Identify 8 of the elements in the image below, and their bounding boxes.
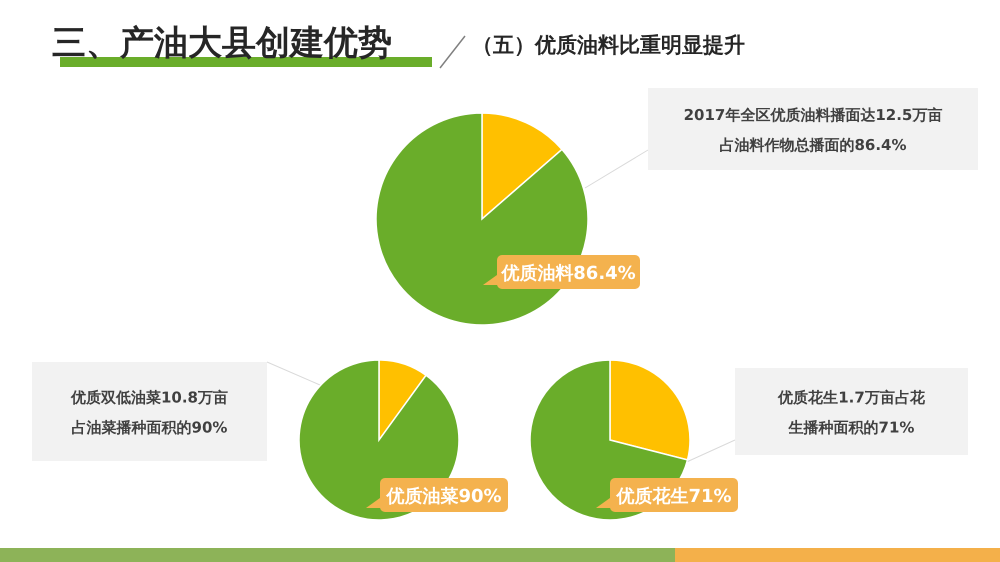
text: 优质双低油菜10.8万亩占油菜播种面积的90% [70,388,228,436]
text: 优质花生1.7万亩占花生播种面积的71% [777,388,926,436]
slice-label: 优质油料86.4% [500,263,636,284]
slice-label: 优质油菜90% [385,486,502,507]
chart-title: 三、产油大县创建优势 [52,23,392,63]
chart-subtitle: （五）优质油料比重明显提升 [472,33,745,57]
slice-label: 优质花生71% [615,486,732,507]
text: 2017年全区优质油料播面达12.5万亩占油料作物总播面的86.4% [684,106,942,154]
